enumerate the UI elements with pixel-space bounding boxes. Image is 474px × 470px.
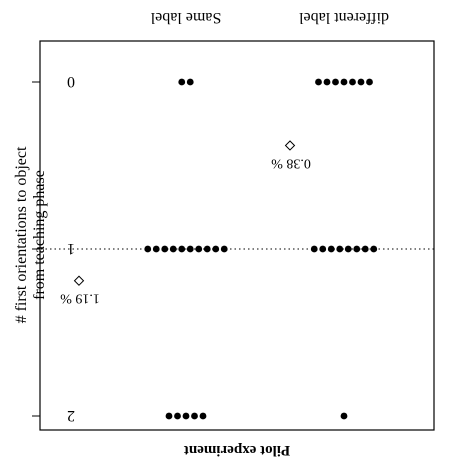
data-point: [336, 245, 344, 253]
data-point: [144, 245, 152, 253]
y-axis-label-line-2: from teaching phase: [31, 170, 48, 300]
data-point: [353, 245, 361, 253]
y-axis-label-line-1: # first orientations to object: [13, 146, 30, 323]
data-point: [161, 245, 169, 253]
chart-title: Pilot experiment: [184, 442, 290, 458]
y-tick-label-1: 1: [67, 240, 75, 257]
data-point: [182, 412, 190, 420]
data-point: [340, 78, 348, 86]
plot-frame: [39, 40, 435, 431]
mean-marker: [73, 275, 85, 286]
data-point: [361, 245, 369, 253]
data-point: [344, 245, 352, 253]
y-tick-label-0: 0: [67, 73, 75, 90]
data-point: [212, 245, 220, 253]
data-point: [186, 245, 194, 253]
data-point: [357, 78, 365, 86]
data-point: [186, 78, 194, 86]
data-point: [315, 78, 322, 86]
data-point: [199, 412, 207, 420]
data-point: [323, 78, 331, 86]
data-point: [191, 412, 198, 420]
data-point: [370, 245, 378, 253]
data-point: [174, 412, 181, 420]
data-point: [349, 78, 356, 86]
mean-label: 0.38 %: [271, 155, 311, 170]
data-point: [332, 78, 339, 86]
category-label-different: different label: [299, 9, 389, 26]
category-label-same: Same label: [150, 9, 221, 26]
mean-marker: [284, 140, 296, 151]
data-point: [169, 245, 177, 253]
data-point: [195, 245, 203, 253]
data-point: [366, 78, 373, 86]
data-point: [152, 245, 160, 253]
data-point: [327, 245, 335, 253]
mean-label: 1.19 %: [60, 291, 100, 306]
data-point: [220, 245, 228, 253]
data-point: [340, 412, 348, 420]
data-point: [165, 412, 173, 420]
data-point: [178, 78, 186, 86]
data-point: [203, 245, 211, 253]
data-point: [178, 245, 186, 253]
y-tick-label-2: 2: [67, 407, 75, 424]
data-point: [319, 245, 327, 253]
data-point: [310, 245, 318, 253]
